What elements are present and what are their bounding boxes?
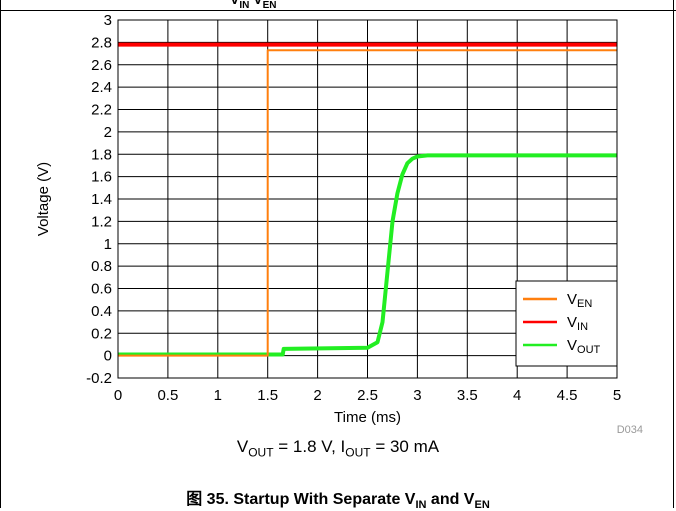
vout-sub: OUT — [248, 445, 274, 460]
vout-symbol: V — [236, 437, 249, 456]
caption-sub-en: EN — [474, 499, 490, 511]
series-line-en — [118, 49, 617, 357]
y-tick-label: 0.6 — [91, 281, 112, 298]
plot-border — [117, 19, 618, 379]
x-tick-label: 2 — [313, 387, 321, 404]
ticks: 0 0.5 1 1.5 2 2.5 3 3.5 4 4.5 5-0.200.20.40.60.811… — [86, 12, 621, 404]
figure-id: D034 — [617, 424, 643, 436]
y-tick-label: -0.2 — [86, 370, 112, 387]
x-tick-label: 4.5 — [557, 387, 578, 404]
x-tick-label: 4 — [513, 387, 521, 404]
y-tick-label: 1.4 — [91, 191, 112, 208]
x-tick-label: 3 — [413, 387, 421, 404]
series-layer — [118, 42, 617, 357]
y-tick-label: 3 — [104, 12, 112, 29]
legend-label-main: V — [567, 291, 577, 308]
legend-label-sub: EN — [577, 298, 592, 310]
y-tick-label: 1.8 — [91, 146, 112, 163]
caption-text-mid: and V — [426, 491, 475, 508]
legend-label: VOUT — [567, 337, 601, 356]
legend-label-main: V — [567, 337, 577, 354]
caption-text: 图 35. Startup With Separate V — [186, 491, 416, 508]
startup-chart: 0 0.5 1 1.5 2 2.5 3 3.5 4 4.5 5-0.200.20.40.60.811… — [35, 12, 643, 436]
y-tick-label: 1 — [104, 236, 112, 253]
series-line-out — [118, 153, 617, 357]
x-tick-label: 1 — [214, 387, 222, 404]
x-tick-label: 0.5 — [157, 387, 178, 404]
y-tick-label: 0 — [104, 348, 112, 365]
header-text-mid: V — [249, 0, 262, 7]
header-sub-en: EN — [262, 0, 277, 11]
legend-box — [515, 280, 618, 367]
y-tick-label: 0.2 — [91, 325, 112, 342]
y-tick-label: 2 — [104, 124, 112, 141]
legend-label: VIN — [567, 314, 588, 333]
y-tick-label: 0.4 — [91, 303, 112, 320]
y-tick-label: 0.8 — [91, 258, 112, 275]
caption-sub-in: IN — [415, 499, 427, 511]
y-axis-label: Voltage (V) — [35, 162, 52, 236]
legend-label-sub: OUT — [577, 344, 601, 356]
header-text: V — [230, 0, 239, 7]
vout-value: = 1.8 V, I — [273, 437, 346, 456]
x-tick-label: 3.5 — [457, 387, 478, 404]
header-sub-in: IN — [239, 0, 250, 11]
x-tick-label: 0 — [114, 387, 122, 404]
cropped-header: VIN VEN — [230, 0, 276, 11]
legend-label-sub: IN — [577, 321, 588, 333]
iout-value: = 30 mA — [370, 437, 440, 456]
x-axis-label: Time (ms) — [334, 409, 401, 426]
y-tick-label: 2.6 — [91, 57, 112, 74]
iout-sub: OUT — [345, 445, 371, 460]
x-tick-label: 2.5 — [357, 387, 378, 404]
test-conditions: VOUT = 1.8 V, IOUT = 30 mA — [0, 437, 676, 459]
legend-label: VEN — [567, 291, 592, 310]
y-tick-label: 1.2 — [91, 213, 112, 230]
legend-label-main: V — [567, 314, 577, 331]
x-tick-label: 1.5 — [257, 387, 278, 404]
top-rule — [0, 10, 676, 11]
figure-caption: 图 35. Startup With Separate VIN and VEN — [0, 485, 676, 511]
y-tick-label: 1.6 — [91, 169, 112, 186]
y-tick-label: 2.8 — [91, 34, 112, 51]
y-tick-label: 2.4 — [91, 79, 112, 96]
y-tick-label: 2.2 — [91, 102, 112, 119]
x-tick-label: 5 — [613, 387, 621, 404]
